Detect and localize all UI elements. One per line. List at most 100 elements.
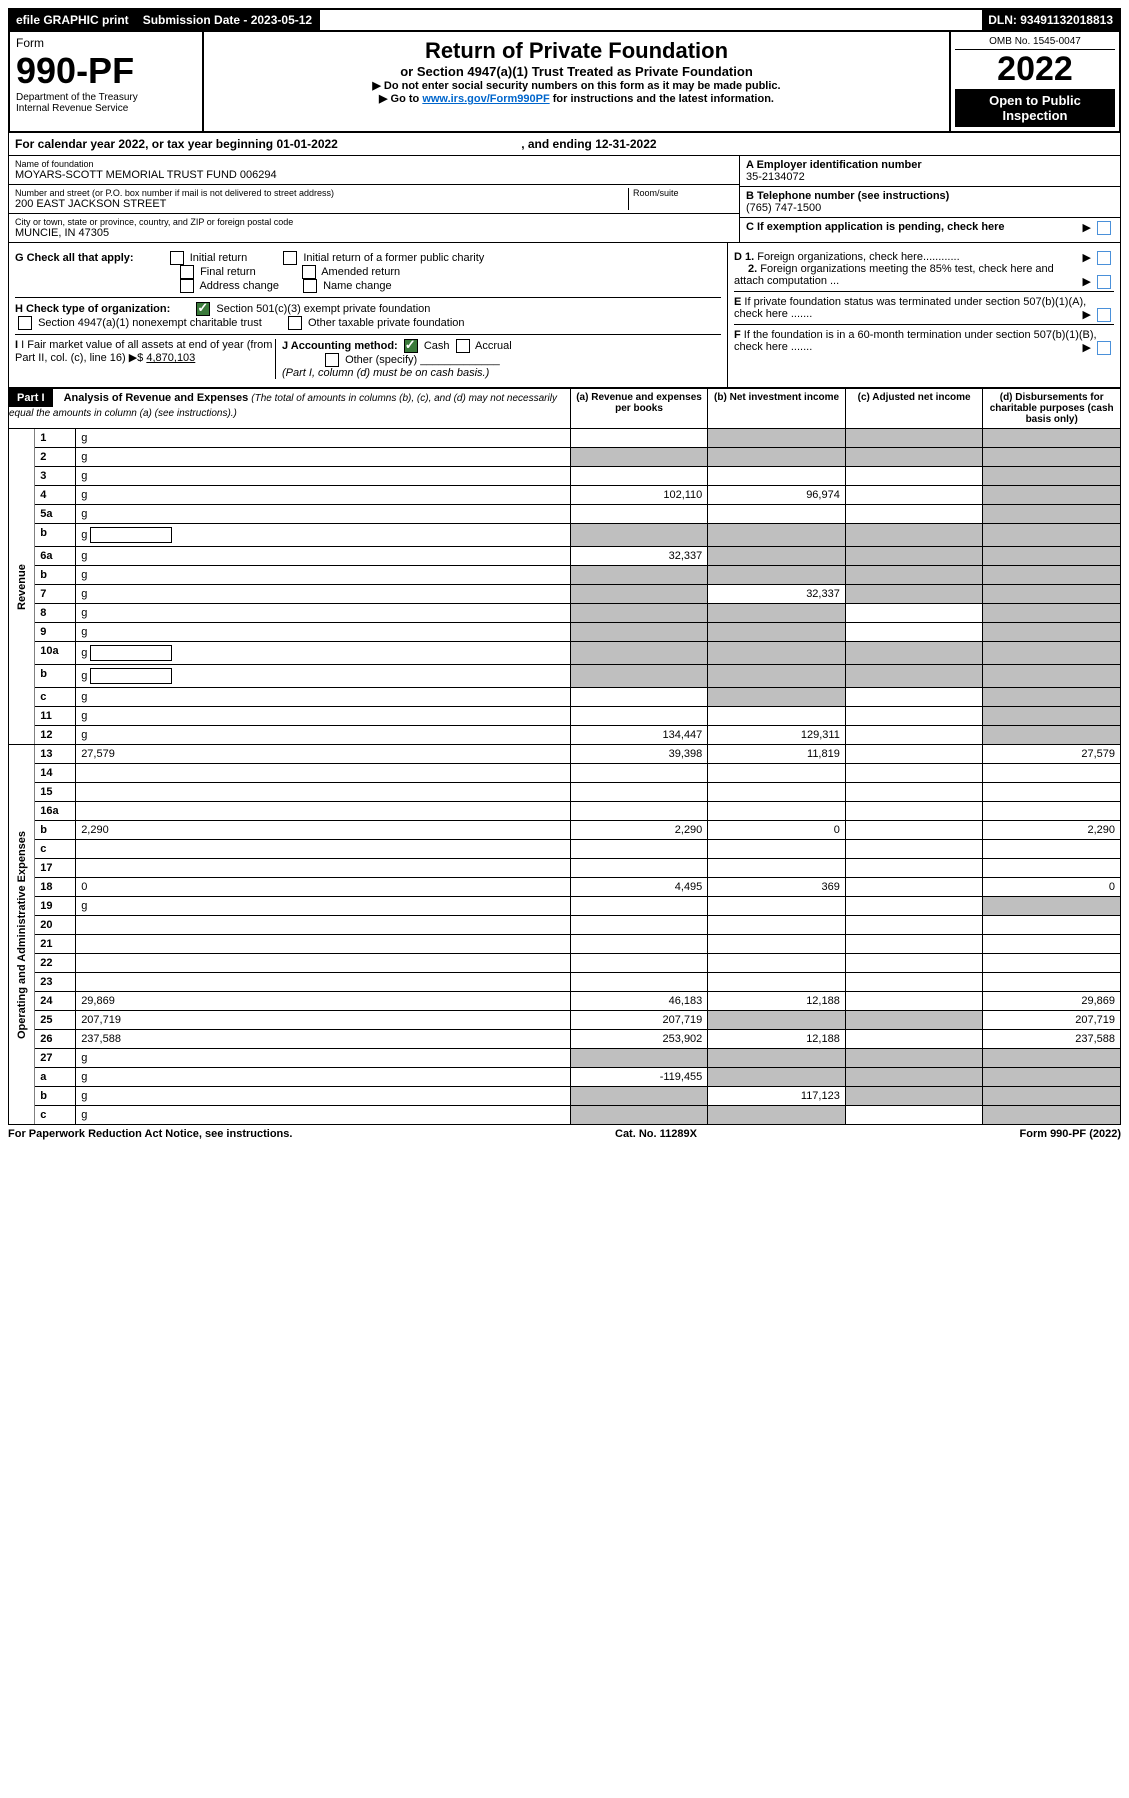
line-description: g bbox=[76, 547, 571, 566]
grey-cell bbox=[708, 688, 846, 707]
value-cell bbox=[845, 688, 983, 707]
other-taxable-checkbox[interactable] bbox=[288, 316, 302, 330]
value-cell bbox=[570, 802, 708, 821]
table-row: 12 g 134,447129,311 bbox=[9, 726, 1121, 745]
line-number: 19 bbox=[35, 897, 76, 916]
value-cell: 369 bbox=[708, 878, 846, 897]
line-number: b bbox=[35, 524, 76, 547]
line-description: g bbox=[76, 585, 571, 604]
e-text: If private foundation status was termina… bbox=[734, 296, 1086, 320]
value-cell bbox=[570, 973, 708, 992]
value-cell bbox=[845, 1106, 983, 1125]
4947a1-checkbox[interactable] bbox=[18, 316, 32, 330]
grey-cell bbox=[845, 1011, 983, 1030]
j-other: Other (specify) bbox=[345, 354, 417, 366]
g-opt-3: Amended return bbox=[321, 266, 400, 278]
h-label: H Check type of organization: bbox=[15, 303, 170, 315]
value-cell bbox=[845, 467, 983, 486]
d1-checkbox[interactable] bbox=[1097, 251, 1111, 265]
line-description bbox=[76, 783, 571, 802]
f-checkbox[interactable] bbox=[1097, 341, 1111, 355]
line-number: 23 bbox=[35, 973, 76, 992]
value-cell bbox=[708, 467, 846, 486]
exemption-checkbox[interactable] bbox=[1097, 221, 1111, 235]
line-number: 27 bbox=[35, 1049, 76, 1068]
value-cell bbox=[845, 802, 983, 821]
grey-cell bbox=[708, 665, 846, 688]
grey-cell bbox=[983, 688, 1121, 707]
line-number: b bbox=[35, 821, 76, 840]
instr2-pre: ▶ Go to bbox=[379, 93, 422, 105]
table-row: b g bbox=[9, 524, 1121, 547]
initial-public-checkbox[interactable] bbox=[283, 251, 297, 265]
value-cell bbox=[845, 821, 983, 840]
value-cell bbox=[845, 954, 983, 973]
line-description: g bbox=[76, 566, 571, 585]
value-cell bbox=[845, 878, 983, 897]
line-description bbox=[76, 935, 571, 954]
line-number: 17 bbox=[35, 859, 76, 878]
value-cell: 0 bbox=[708, 821, 846, 840]
line-description: 207,719 bbox=[76, 1011, 571, 1030]
line-number: 22 bbox=[35, 954, 76, 973]
line-number: 9 bbox=[35, 623, 76, 642]
grey-cell bbox=[845, 547, 983, 566]
checks-section: G Check all that apply: Initial return I… bbox=[8, 243, 1121, 388]
value-cell: 4,495 bbox=[570, 878, 708, 897]
form990pf-link[interactable]: www.irs.gov/Form990PF bbox=[422, 93, 549, 105]
value-cell bbox=[845, 764, 983, 783]
line-number: 8 bbox=[35, 604, 76, 623]
value-cell bbox=[845, 505, 983, 524]
value-cell bbox=[570, 707, 708, 726]
address-change-checkbox[interactable] bbox=[180, 279, 194, 293]
line-number: 25 bbox=[35, 1011, 76, 1030]
grey-cell bbox=[845, 1049, 983, 1068]
grey-cell bbox=[708, 642, 846, 665]
value-cell bbox=[983, 973, 1121, 992]
final-return-checkbox[interactable] bbox=[180, 265, 194, 279]
grey-cell bbox=[708, 1049, 846, 1068]
cash-checkbox[interactable] bbox=[404, 339, 418, 353]
grey-cell bbox=[708, 429, 846, 448]
line-description: 29,869 bbox=[76, 992, 571, 1011]
instr2-post: for instructions and the latest informat… bbox=[550, 93, 774, 105]
grey-cell bbox=[983, 448, 1121, 467]
value-cell: 129,311 bbox=[708, 726, 846, 745]
line-description: g bbox=[76, 429, 571, 448]
value-cell bbox=[708, 897, 846, 916]
accrual-checkbox[interactable] bbox=[456, 339, 470, 353]
h-opt-3: Other taxable private foundation bbox=[308, 317, 465, 329]
value-cell bbox=[845, 745, 983, 764]
e-checkbox[interactable] bbox=[1097, 308, 1111, 322]
other-method-checkbox[interactable] bbox=[325, 353, 339, 367]
amended-return-checkbox[interactable] bbox=[302, 265, 316, 279]
501c3-checkbox[interactable] bbox=[196, 302, 210, 316]
line-description: g bbox=[76, 897, 571, 916]
grey-cell bbox=[983, 547, 1121, 566]
cal-end: 12-31-2022 bbox=[595, 137, 656, 151]
line-description: g bbox=[76, 1068, 571, 1087]
line-number: 2 bbox=[35, 448, 76, 467]
value-cell: 11,819 bbox=[708, 745, 846, 764]
table-row: 18 0 4,4953690 bbox=[9, 878, 1121, 897]
grey-cell bbox=[983, 486, 1121, 505]
g-opt-5: Name change bbox=[323, 280, 392, 292]
initial-return-checkbox[interactable] bbox=[170, 251, 184, 265]
line-number: 14 bbox=[35, 764, 76, 783]
efile-label[interactable]: efile GRAPHIC print bbox=[10, 10, 137, 30]
grey-cell bbox=[570, 1087, 708, 1106]
instr-1: ▶ Do not enter social security numbers o… bbox=[210, 79, 943, 92]
top-bar: efile GRAPHIC print Submission Date - 20… bbox=[8, 8, 1121, 32]
g-opt-4: Address change bbox=[199, 280, 279, 292]
line-number: c bbox=[35, 1106, 76, 1125]
table-row: c g bbox=[9, 1106, 1121, 1125]
line-description: g bbox=[76, 707, 571, 726]
d2-checkbox[interactable] bbox=[1097, 275, 1111, 289]
line-description: g bbox=[76, 665, 571, 688]
name-change-checkbox[interactable] bbox=[303, 279, 317, 293]
grey-cell bbox=[983, 524, 1121, 547]
calendar-year-row: For calendar year 2022, or tax year begi… bbox=[8, 133, 1121, 156]
value-cell bbox=[708, 505, 846, 524]
table-row: 7 g 32,337 bbox=[9, 585, 1121, 604]
form-header: Form 990-PF Department of the Treasury I… bbox=[8, 32, 1121, 133]
